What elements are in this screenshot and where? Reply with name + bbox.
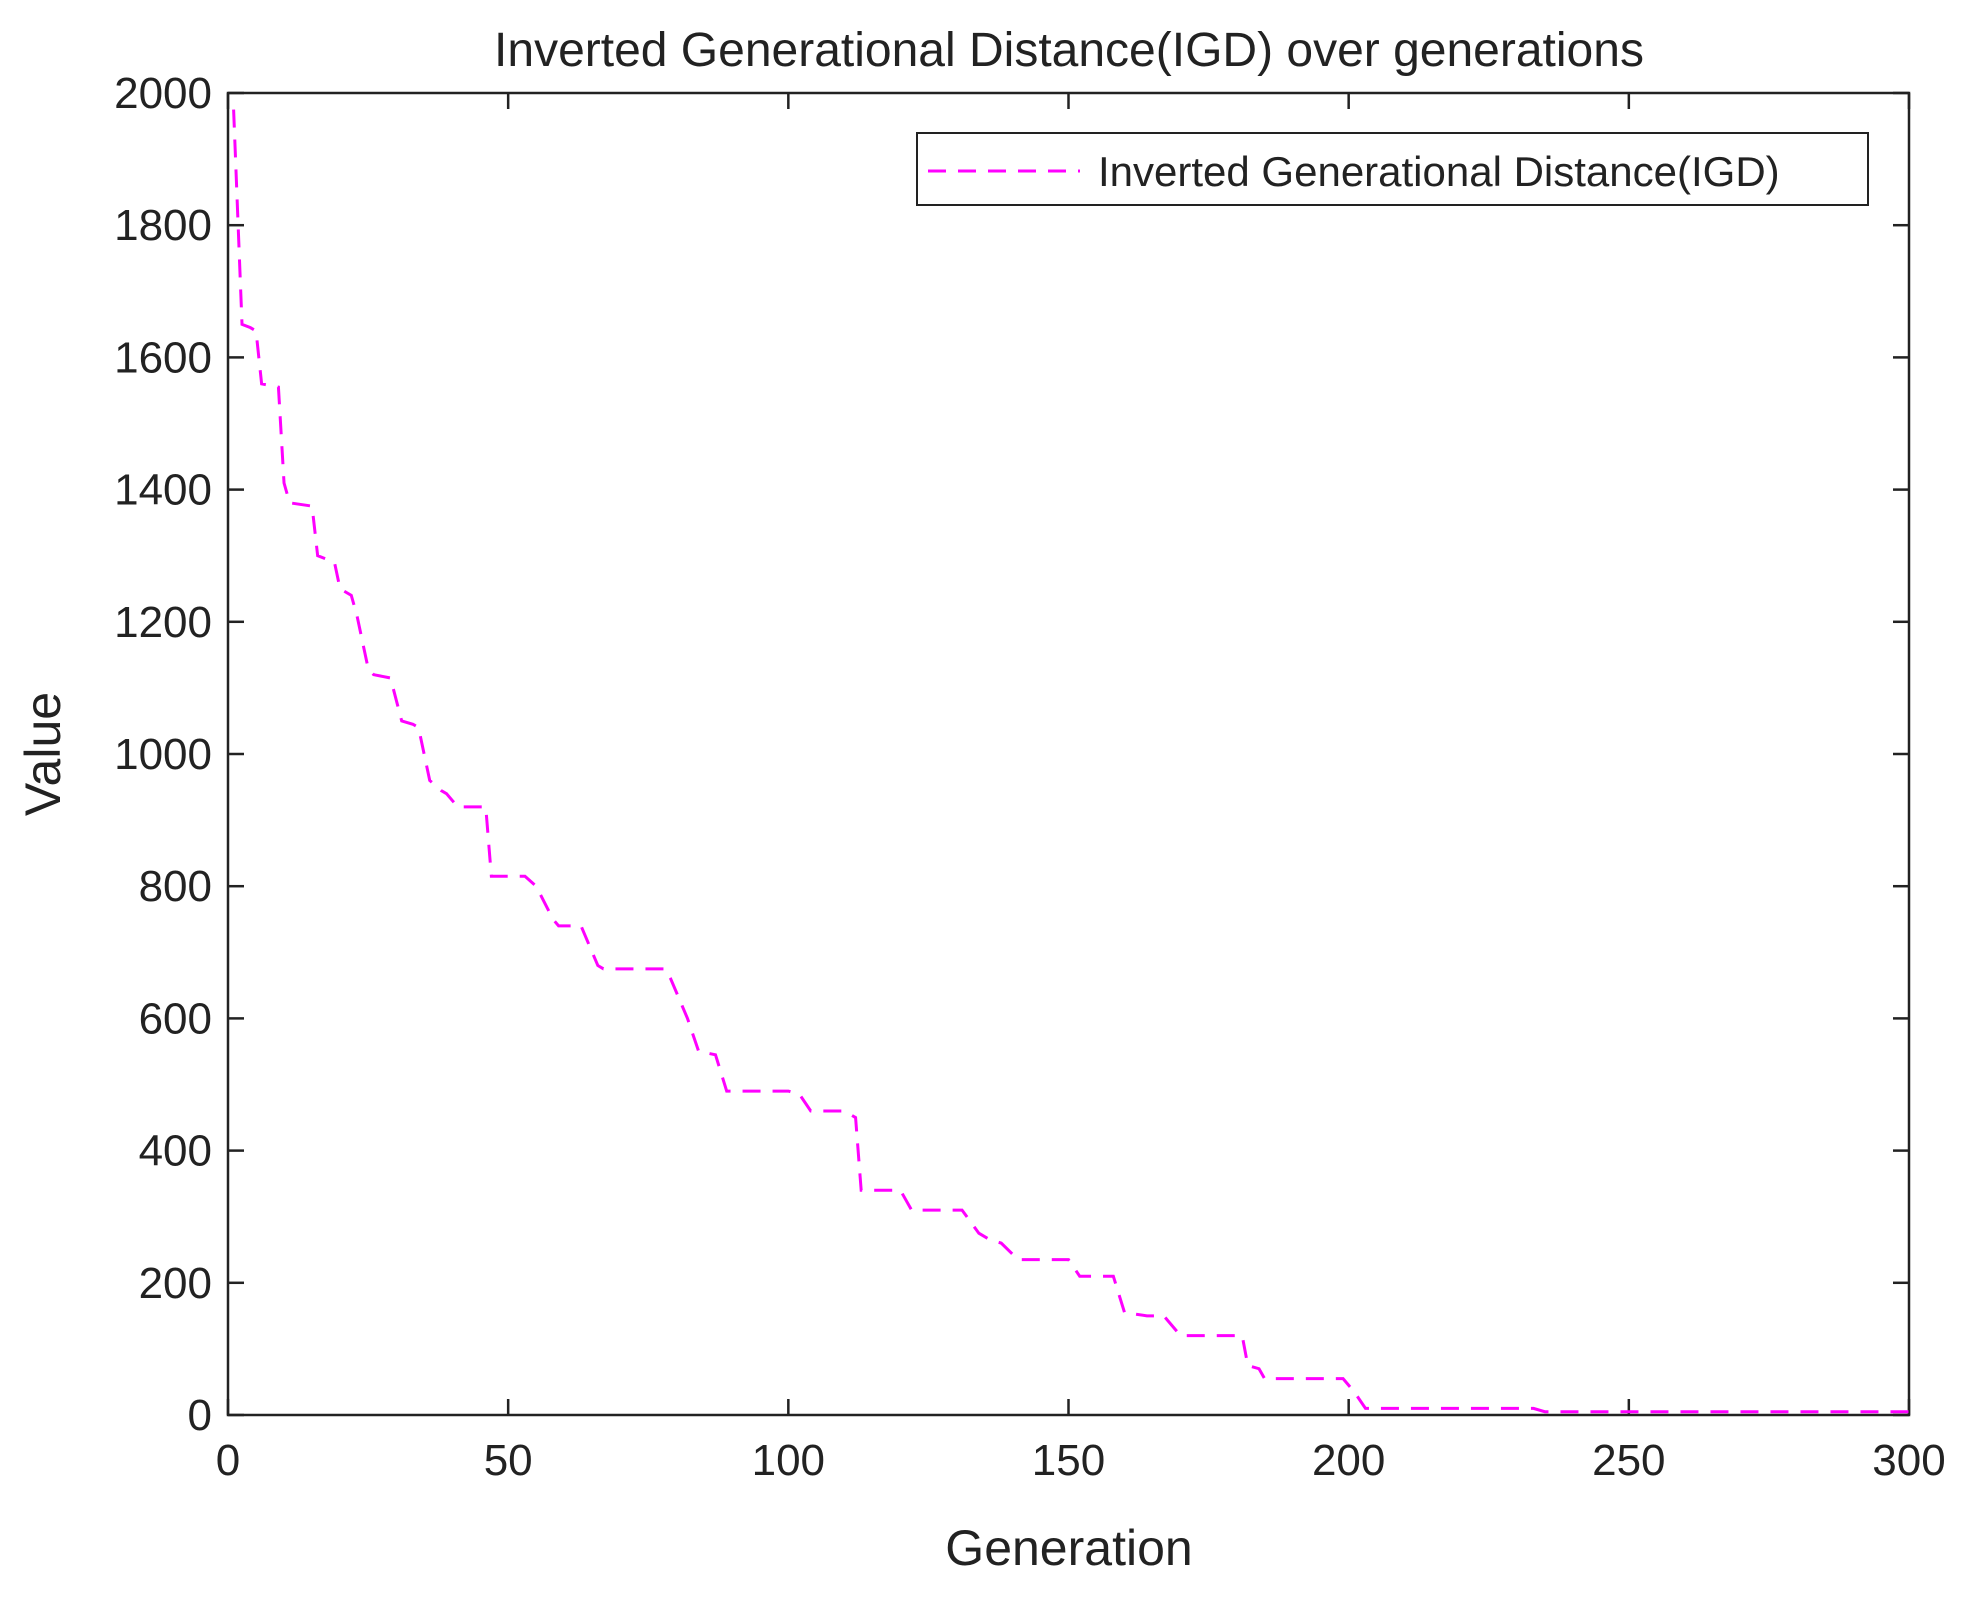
x-tick-label: 250 — [1592, 1436, 1665, 1485]
y-tick-label: 1400 — [114, 466, 212, 515]
x-tick-label: 50 — [484, 1436, 533, 1485]
series-line-igd — [232, 109, 1909, 1414]
y-tick-label: 0 — [188, 1391, 212, 1440]
y-tick-label: 400 — [139, 1127, 212, 1176]
x-tick-label: 150 — [1032, 1436, 1105, 1485]
x-tick-label: 0 — [216, 1436, 240, 1485]
y-tick-label: 200 — [139, 1259, 212, 1308]
y-tick-label: 600 — [139, 994, 212, 1043]
x-tick-label: 300 — [1872, 1436, 1945, 1485]
axis-ticks: 0 50 100 150 200 250 300 0 200 400 600 800 1000 1200 1… — [114, 69, 1946, 1485]
x-tick-label: 100 — [752, 1436, 825, 1485]
y-tick-label: 1000 — [114, 730, 212, 779]
legend-label: Inverted Generational Distance(IGD) — [1098, 148, 1780, 195]
legend[interactable]: Inverted Generational Distance(IGD) — [916, 132, 1869, 206]
y-tick-label: 1600 — [114, 333, 212, 382]
y-tick-label: 2000 — [114, 69, 212, 118]
plot-area — [226, 91, 1911, 1417]
y-tick-label: 1800 — [114, 201, 212, 250]
legend-box — [916, 132, 1869, 206]
x-tick-label: 200 — [1312, 1436, 1385, 1485]
series-layer — [232, 109, 1909, 1414]
y-axis-label: Value — [15, 692, 71, 816]
chart-title: Inverted Generational Distance(IGD) over… — [494, 24, 1644, 77]
y-tick-label: 800 — [139, 862, 212, 911]
y-tick-label: 1200 — [114, 598, 212, 647]
x-axis-label: Generation — [945, 1520, 1192, 1576]
